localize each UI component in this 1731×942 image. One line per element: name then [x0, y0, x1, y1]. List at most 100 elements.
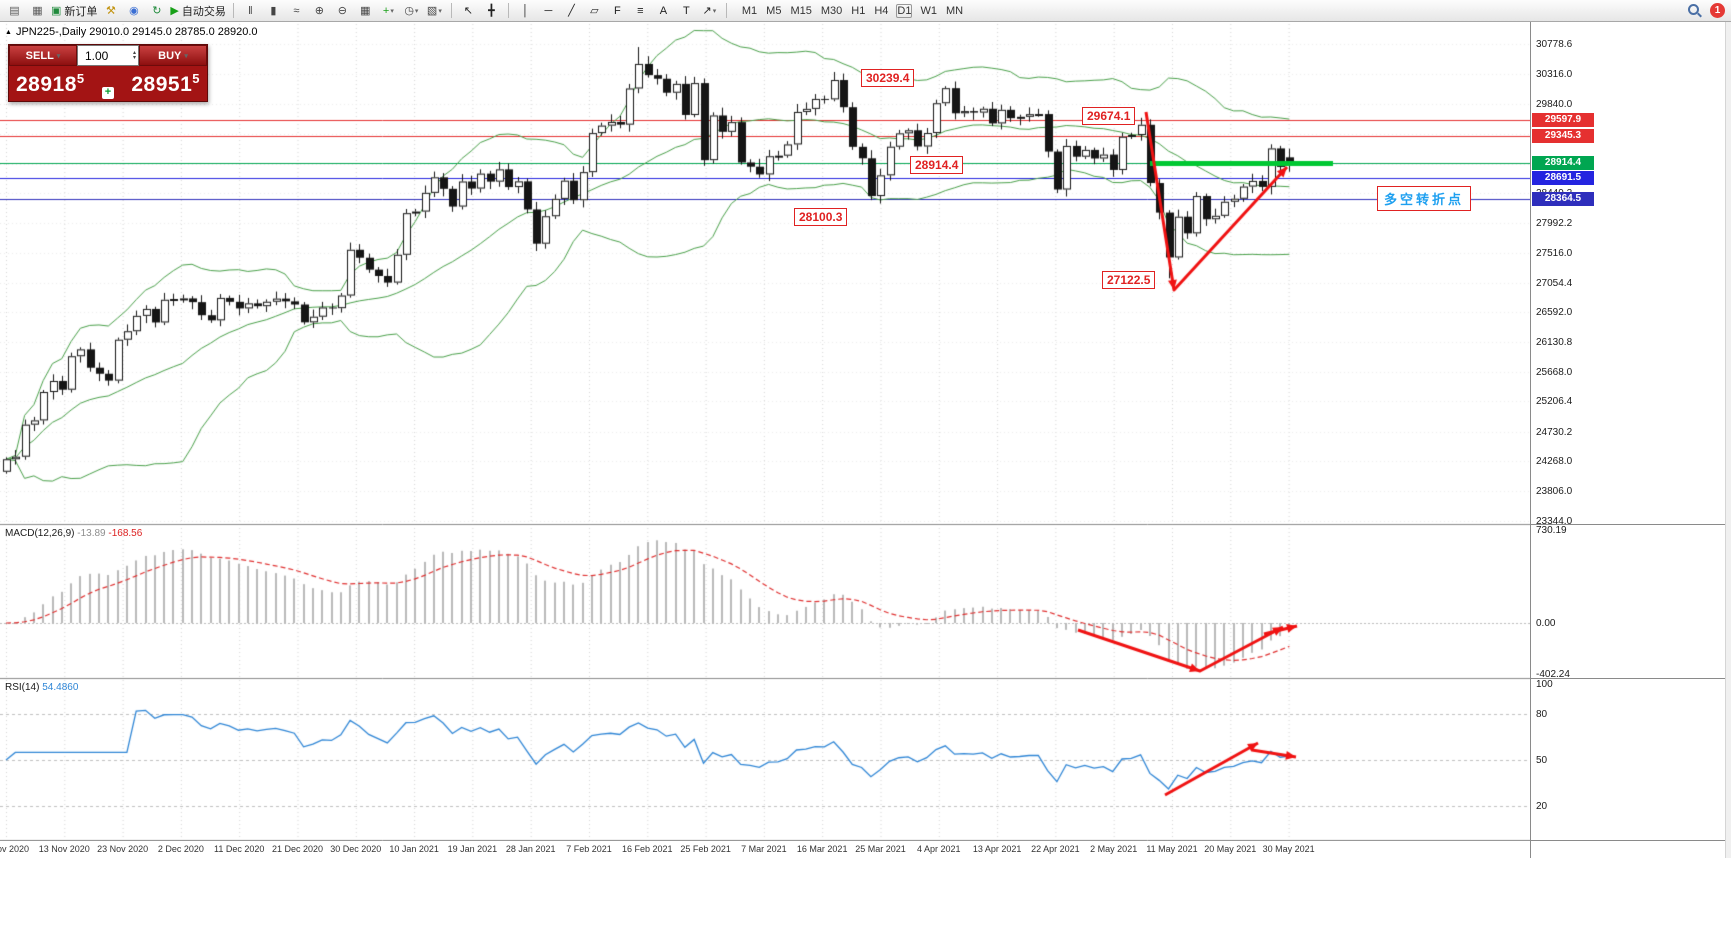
horizontal-line-icon[interactable]: ─	[538, 2, 559, 20]
shapes-icon[interactable]: ≡	[630, 2, 651, 20]
date-tick: 7 Mar 2021	[741, 844, 787, 854]
toolbar-separator	[507, 3, 509, 18]
new-order-button[interactable]: ▣ 新订单	[50, 2, 98, 20]
date-tick: 30 Dec 2020	[330, 844, 382, 854]
timeframe-m5[interactable]: M5	[766, 4, 782, 17]
arrows-tool-icon[interactable]: ↗ ▾	[699, 2, 720, 20]
date-tick: 25 Feb 2021	[680, 844, 731, 854]
rsi-scale-tick: 20	[1536, 800, 1548, 812]
price-tick: 27516.0	[1536, 248, 1573, 260]
buy-button[interactable]: BUY ▾	[139, 45, 207, 66]
date-tick: 21 Dec 2020	[271, 844, 324, 854]
volume-spinner[interactable]: ▴ ▾	[132, 49, 136, 61]
text-label-icon[interactable]: T	[676, 2, 697, 20]
sell-button[interactable]: SELL ▾	[9, 45, 77, 66]
timeframe-h4[interactable]: H4	[874, 4, 889, 17]
notification-badge[interactable]: 1	[1710, 3, 1725, 18]
line-chart-mode-icon[interactable]: ≈	[286, 2, 307, 20]
date-tick: 13 Nov 2020	[38, 844, 90, 854]
price-tick: 27054.4	[1536, 277, 1573, 289]
price-axis: 30778.630316.029840.029376.428912.828449…	[1530, 22, 1731, 858]
text-icon[interactable]: A	[653, 2, 674, 20]
volume-value: 1.00	[85, 48, 109, 63]
rsi-indicator-label: RSI(14) 54.4860	[5, 682, 78, 693]
date-tick: 5 Nov 2020	[0, 844, 30, 854]
tile-windows-icon[interactable]: ▦	[355, 2, 376, 20]
spread-plus-icon: +	[102, 87, 114, 99]
refresh-icon[interactable]: ↻	[146, 2, 167, 20]
date-tick: 30 May 2021	[1262, 844, 1315, 854]
chart-profiles-icon[interactable]: ▦	[27, 2, 48, 20]
channel-icon[interactable]: ▱	[584, 2, 605, 20]
price-level-label: 28914.4	[1532, 156, 1594, 171]
rsi-scale-tick: 100	[1536, 679, 1553, 690]
rsi-name: RSI(14)	[5, 682, 40, 693]
date-tick: 10 Jan 2021	[389, 844, 439, 854]
timeframe-h1[interactable]: H1	[851, 4, 866, 17]
market-watch-icon[interactable]: ⚒	[100, 2, 121, 20]
volume-input[interactable]: 1.00 ▴ ▾	[77, 45, 139, 66]
timeframe-m15[interactable]: M15	[790, 4, 812, 17]
macd-scale-tick: 730.19	[1536, 525, 1567, 537]
sell-price-frac: 5	[76, 70, 85, 86]
indicators-icon[interactable]: + ▾	[378, 2, 399, 20]
toolbar-separator	[232, 3, 234, 18]
turning-point-label[interactable]: 多空转折点	[1377, 186, 1472, 211]
macd-scale-tick: 0.00	[1536, 618, 1556, 629]
price-level-label: 28691.5	[1532, 170, 1594, 185]
vertical-line-icon[interactable]: │	[515, 2, 536, 20]
autotrading-button[interactable]: ▶ 自动交易	[169, 2, 226, 20]
date-tick: 4 Apr 2021	[917, 844, 961, 854]
price-level-label: 28364.5	[1532, 191, 1594, 206]
chart-scrollbar[interactable]	[1725, 22, 1731, 858]
timeframe-mn[interactable]: MN	[945, 4, 964, 17]
rsi-scale-tick: 80	[1536, 709, 1548, 721]
symbol-triangle-icon: ▲	[5, 28, 12, 36]
date-tick: 7 Feb 2021	[566, 844, 612, 854]
pane-separator	[1531, 678, 1731, 679]
templates-icon[interactable]: ▧ ▾	[424, 2, 445, 20]
rsi-scale-tick: 50	[1536, 755, 1548, 766]
new-order-button-label: 新订单	[64, 5, 98, 18]
zoom-out-icon[interactable]: ⊖	[332, 2, 353, 20]
sell-button-label: SELL	[25, 49, 54, 62]
timeframe-d1[interactable]: D1	[896, 3, 913, 18]
timeframe-m30[interactable]: M30	[820, 4, 843, 17]
price-annotation[interactable]: 28914.4	[910, 156, 964, 174]
price-tick: 23344.0	[1536, 515, 1573, 527]
date-tick: 11 May 2021	[1146, 844, 1198, 854]
date-tick: 22 Apr 2021	[1031, 844, 1080, 854]
new-chart-icon[interactable]: ▤	[4, 2, 25, 20]
candlestick-mode-icon[interactable]: ▮	[263, 2, 284, 20]
buy-price[interactable]: 289515	[131, 71, 200, 97]
price-annotation[interactable]: 30239.4	[861, 69, 915, 87]
fibonacci-icon[interactable]: F	[607, 2, 628, 20]
buy-price-int: 28951	[131, 72, 193, 96]
price-tick: 26130.8	[1536, 336, 1573, 348]
macd-name: MACD(12,26,9)	[5, 528, 75, 539]
sell-price-int: 28918	[16, 72, 77, 96]
periods-icon[interactable]: ◷ ▾	[401, 2, 422, 20]
bar-chart-mode-icon[interactable]: ‖	[240, 2, 261, 20]
trendline-icon[interactable]: ╱	[561, 2, 582, 20]
date-tick: 16 Feb 2021	[622, 844, 673, 854]
date-tick: 23 Nov 2020	[97, 844, 149, 854]
main-toolbar: ▤ ▦ ▣ 新订单 ⚒ ◉ ↻ ▶ 自动交易 ‖ ▮ ≈ ⊕ ⊖ ▦ + ▾ ◷ ▾ ▧ ▾ ↖ ╋ │ ─ ╱ ▱ F ≡ A T ↗ ▾ M1…	[0, 0, 1731, 22]
price-annotation[interactable]: 28100.3	[794, 208, 848, 226]
price-annotation[interactable]: 27122.5	[1102, 271, 1156, 289]
chart-window: ▲ JPN225-,Daily 29010.0 29145.0 28785.0 …	[0, 22, 1530, 858]
timeframe-m1[interactable]: M1	[741, 4, 758, 17]
data-window-icon[interactable]: ◉	[123, 2, 144, 20]
price-tick: 23806.0	[1536, 485, 1573, 497]
search-icon[interactable]	[1687, 3, 1702, 18]
macd-main-value: -13.89	[77, 528, 106, 539]
price-chart-canvas[interactable]	[0, 22, 1530, 842]
date-tick: 16 Mar 2021	[796, 844, 848, 854]
zoom-in-icon[interactable]: ⊕	[309, 2, 330, 20]
crosshair-icon[interactable]: ╋	[481, 2, 502, 20]
price-annotation[interactable]: 29674.1	[1082, 107, 1136, 125]
cursor-icon[interactable]: ↖	[458, 2, 479, 20]
macd-signal-value: -168.56	[108, 528, 143, 539]
timeframe-w1[interactable]: W1	[920, 4, 937, 17]
sell-price[interactable]: 289185	[16, 71, 85, 97]
